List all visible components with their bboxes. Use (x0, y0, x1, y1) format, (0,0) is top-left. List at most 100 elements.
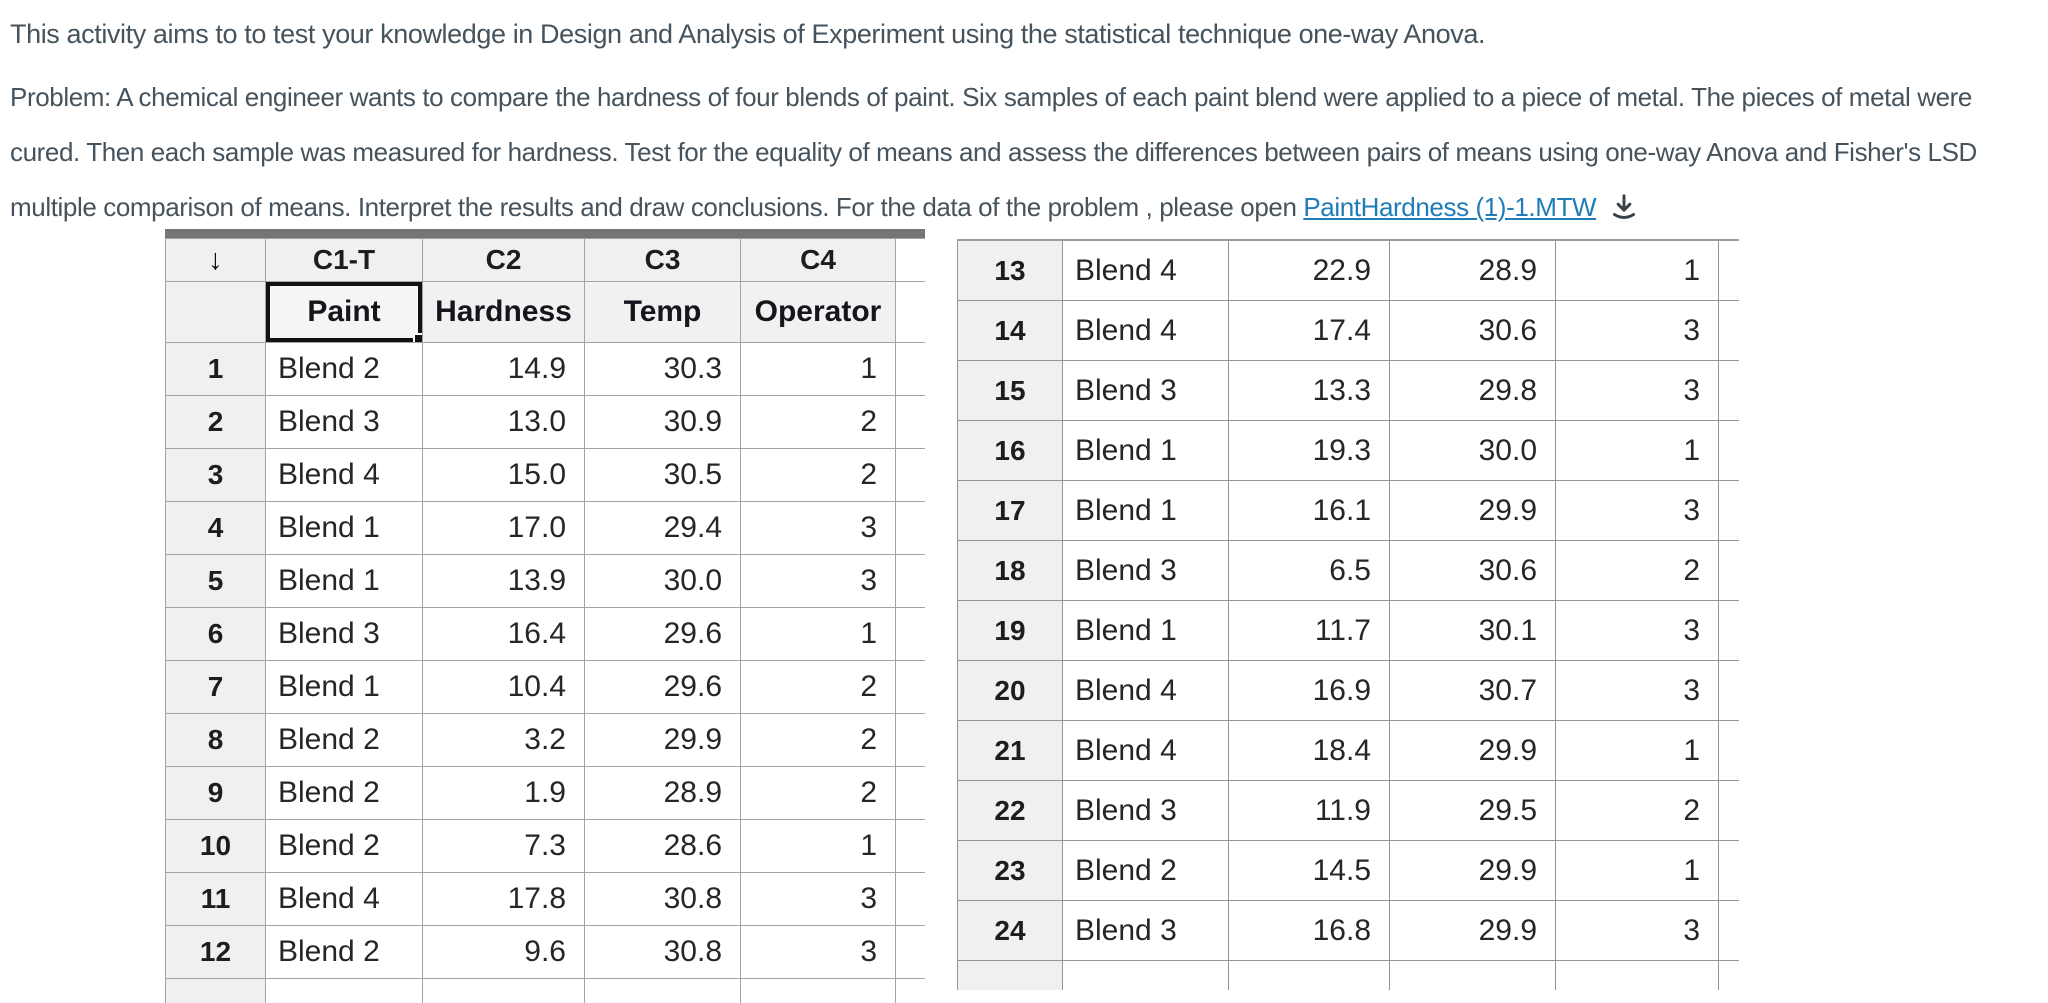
worksheet-row: 24 Blend 3 16.8 29.9 3 (957, 900, 1739, 961)
empty-cell (740, 978, 896, 1003)
partial-column-cell (1718, 420, 1739, 481)
hardness-cell: 13.0 (422, 395, 585, 449)
hardness-cell: 16.4 (422, 607, 585, 661)
empty-cell (895, 978, 925, 1003)
partial-column-cell (1718, 239, 1739, 301)
worksheet-row: 15 Blend 3 13.3 29.8 3 (957, 360, 1739, 421)
operator-cell: 3 (1555, 900, 1719, 961)
partial-column-cell (895, 925, 925, 979)
hardness-cell: 9.6 (422, 925, 585, 979)
hardness-cell: 16.8 (1228, 900, 1390, 961)
worksheet-row: 1 Blend 2 14.9 30.3 1 (165, 342, 925, 396)
row-number-cell: 18 (957, 540, 1063, 601)
row-number-cell: 21 (957, 720, 1063, 781)
temp-cell: 29.5 (1389, 780, 1556, 841)
paint-cell: Blend 3 (1062, 900, 1229, 961)
problem-text: Problem: A chemical engineer wants to co… (10, 82, 1977, 222)
row-number-cell: 11 (165, 872, 266, 926)
worksheet-row: 8 Blend 2 3.2 29.9 2 (165, 713, 925, 767)
worksheet-row: 10 Blend 2 7.3 28.6 1 (165, 819, 925, 873)
temp-cell: 29.9 (1389, 480, 1556, 541)
row-number-cell: 16 (957, 420, 1063, 481)
worksheet-row: 22 Blend 3 11.9 29.5 2 (957, 780, 1739, 841)
temp-cell: 30.0 (1389, 420, 1556, 481)
partial-column-cell (1718, 300, 1739, 361)
hardness-cell: 13.9 (422, 554, 585, 608)
paint-cell: Blend 4 (1062, 720, 1229, 781)
partial-column-cell (895, 448, 925, 502)
column-name-row: Paint Hardness Temp Operator (165, 281, 925, 343)
partial-empty-row (957, 960, 1739, 990)
worksheet-row: 18 Blend 3 6.5 30.6 2 (957, 540, 1739, 601)
operator-cell: 1 (1555, 420, 1719, 481)
paint-cell: Blend 4 (1062, 300, 1229, 361)
partial-column-cell (895, 660, 925, 714)
empty-cell (1718, 960, 1739, 990)
activity-intro-text: This activity aims to to test your knowl… (10, 19, 1486, 49)
partial-column-cell (1718, 900, 1739, 961)
partial-column-cell (895, 607, 925, 661)
empty-cell (1555, 960, 1719, 990)
worksheet-row: 16 Blend 1 19.3 30.0 1 (957, 420, 1739, 481)
partial-column-cell (1718, 780, 1739, 841)
operator-cell: 3 (1555, 360, 1719, 421)
operator-cell: 2 (740, 660, 896, 714)
operator-cell: 1 (1555, 720, 1719, 781)
row-number-cell: 3 (165, 448, 266, 502)
worksheet-row: 2 Blend 3 13.0 30.9 2 (165, 395, 925, 449)
empty-cell (1228, 960, 1390, 990)
column-id-c4: C4 (740, 238, 896, 282)
temp-cell: 29.8 (1389, 360, 1556, 421)
operator-cell: 2 (1555, 540, 1719, 601)
hardness-cell: 15.0 (422, 448, 585, 502)
operator-cell: 3 (740, 501, 896, 555)
temp-cell: 30.0 (584, 554, 741, 608)
partial-column-cell (895, 819, 925, 873)
empty-cell (1062, 960, 1229, 990)
row-number-cell: 6 (165, 607, 266, 661)
download-icon[interactable] (1608, 187, 1640, 242)
temp-cell: 30.3 (584, 342, 741, 396)
row-number-cell: 20 (957, 660, 1063, 721)
operator-cell: 2 (740, 766, 896, 820)
hardness-cell: 14.5 (1228, 840, 1390, 901)
hardness-cell: 18.4 (1228, 720, 1390, 781)
partial-column-cell (895, 554, 925, 608)
row-number-cell: 2 (165, 395, 266, 449)
temp-cell: 30.1 (1389, 600, 1556, 661)
temp-cell: 29.4 (584, 501, 741, 555)
temp-cell: 30.6 (1389, 540, 1556, 601)
partial-column-cell (1718, 720, 1739, 781)
paint-cell: Blend 1 (1062, 480, 1229, 541)
hardness-cell: 16.1 (1228, 480, 1390, 541)
hardness-cell: 10.4 (422, 660, 585, 714)
paint-cell: Blend 2 (265, 766, 423, 820)
row-number-cell: 10 (165, 819, 266, 873)
dataset-file-link[interactable]: PaintHardness (1)-1.MTW (1303, 192, 1597, 222)
partial-column-cell (895, 395, 925, 449)
temp-cell: 30.8 (584, 872, 741, 926)
worksheet-panel-rows-1-12: ↓ C1-T C2 C3 C4 Paint Hardness Temp Oper… (165, 229, 925, 1003)
row-number-cell: 1 (165, 342, 266, 396)
row-number-cell: 14 (957, 300, 1063, 361)
column-name-operator: Operator (740, 281, 896, 343)
operator-cell: 1 (1555, 239, 1719, 301)
paint-cell: Blend 4 (265, 448, 423, 502)
operator-cell: 3 (1555, 660, 1719, 721)
worksheet-row: 13 Blend 4 22.9 28.9 1 (957, 239, 1739, 301)
worksheet-grid-right: 13 Blend 4 22.9 28.9 1 14 Blend 4 17.4 30.6 3 15 Bl… (957, 239, 1739, 990)
temp-cell: 29.9 (584, 713, 741, 767)
row-number-cell: 15 (957, 360, 1063, 421)
worksheet-row: 12 Blend 2 9.6 30.8 3 (165, 925, 925, 979)
hardness-cell: 11.7 (1228, 600, 1390, 661)
worksheet-panel-rows-13-24: 13 Blend 4 22.9 28.9 1 14 Blend 4 17.4 30.6 3 15 Bl… (957, 239, 1739, 990)
row-number-cell: 19 (957, 600, 1063, 661)
temp-cell: 29.6 (584, 660, 741, 714)
paint-cell: Blend 1 (1062, 420, 1229, 481)
partial-column-cell (895, 713, 925, 767)
temp-cell: 29.9 (1389, 720, 1556, 781)
paint-cell: Blend 1 (265, 554, 423, 608)
operator-cell: 3 (1555, 600, 1719, 661)
temp-cell: 30.8 (584, 925, 741, 979)
